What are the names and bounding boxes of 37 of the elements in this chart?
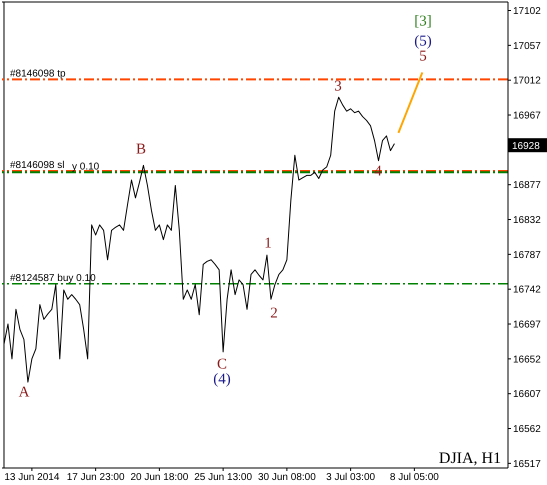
line-series [397, 71, 424, 134]
annotation: A [18, 384, 30, 400]
y-tick-label: 16787 [513, 250, 542, 261]
annotation: 5 [419, 48, 427, 64]
annotation: (4) [213, 372, 231, 388]
x-tick-label: 8 Jul 05:00 [390, 472, 440, 484]
annotation: 1 [264, 236, 272, 252]
x-tick-label: 25 Jun 13:00 [194, 472, 252, 484]
y-tick-label: 17102 [513, 6, 542, 18]
y-tick-label: 17012 [513, 76, 542, 87]
x-tick-label: 13 Jun 2014 [4, 472, 60, 484]
annotation: 4 [374, 164, 382, 180]
x-tick-label: 20 Jun 18:00 [130, 472, 189, 484]
y-tick-label: 16517 [513, 458, 542, 470]
annotation: 2 [270, 306, 278, 322]
annotation: 3 [334, 78, 342, 94]
ref-line-label: #8146098 tp [10, 68, 66, 80]
x-tick-label: 30 Jun 08:00 [258, 472, 316, 484]
y-tick-label: 16697 [513, 320, 542, 331]
annotation: 16928 [512, 141, 540, 152]
y-tick-label: 16877 [513, 180, 542, 192]
y-tick-label: 17057 [513, 40, 542, 52]
annotation: [3] [414, 14, 432, 30]
ref-line-label: y 0.10 [72, 161, 100, 172]
y-tick-label: 16967 [513, 110, 542, 122]
ref-line-label: #8146098 sl [10, 160, 64, 171]
x-tick-label: 17 Jun 23:00 [66, 472, 125, 484]
x-tick-label: 3 Jul 03:00 [326, 472, 376, 484]
y-tick-label: 16652 [513, 354, 542, 366]
annotation: C [216, 356, 228, 372]
y-tick-label: 16832 [513, 215, 542, 226]
annotation: (5) [414, 34, 432, 50]
y-tick-label: 16607 [513, 389, 542, 400]
y-tick-label: 16742 [513, 284, 542, 296]
y-tick-label: 16562 [513, 424, 542, 436]
annotation: DJIA, H1 [438, 450, 502, 467]
annotation: B [136, 142, 146, 158]
